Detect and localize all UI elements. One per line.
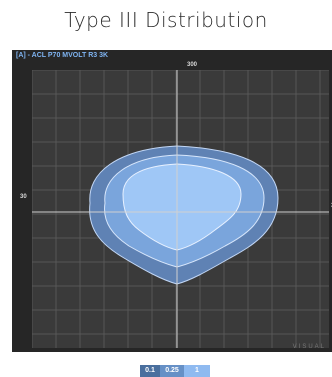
top-axis-label: 300 [187, 62, 198, 68]
panel-header: [A] - ACL P70 MVOLT R3 3K [16, 52, 109, 59]
distribution-svg [32, 70, 329, 348]
page-title: Type III Distribution [64, 8, 268, 32]
legend: 0.1 0.25 1 [140, 365, 210, 377]
legend-label: 1 [195, 367, 199, 374]
legend-item: 0.25 [160, 365, 184, 377]
legend-label: 0.25 [165, 367, 179, 374]
legend-item: 1 [184, 365, 210, 377]
left-axis-label: 30 [20, 194, 27, 200]
legend-item: 0.1 [140, 365, 160, 377]
watermark: VISUAL [292, 344, 326, 350]
distribution-plot [32, 70, 329, 348]
distribution-panel: [A] - ACL P70 MVOLT R3 3K 300 30 30 VISU… [12, 50, 332, 352]
legend-label: 0.1 [145, 367, 155, 374]
